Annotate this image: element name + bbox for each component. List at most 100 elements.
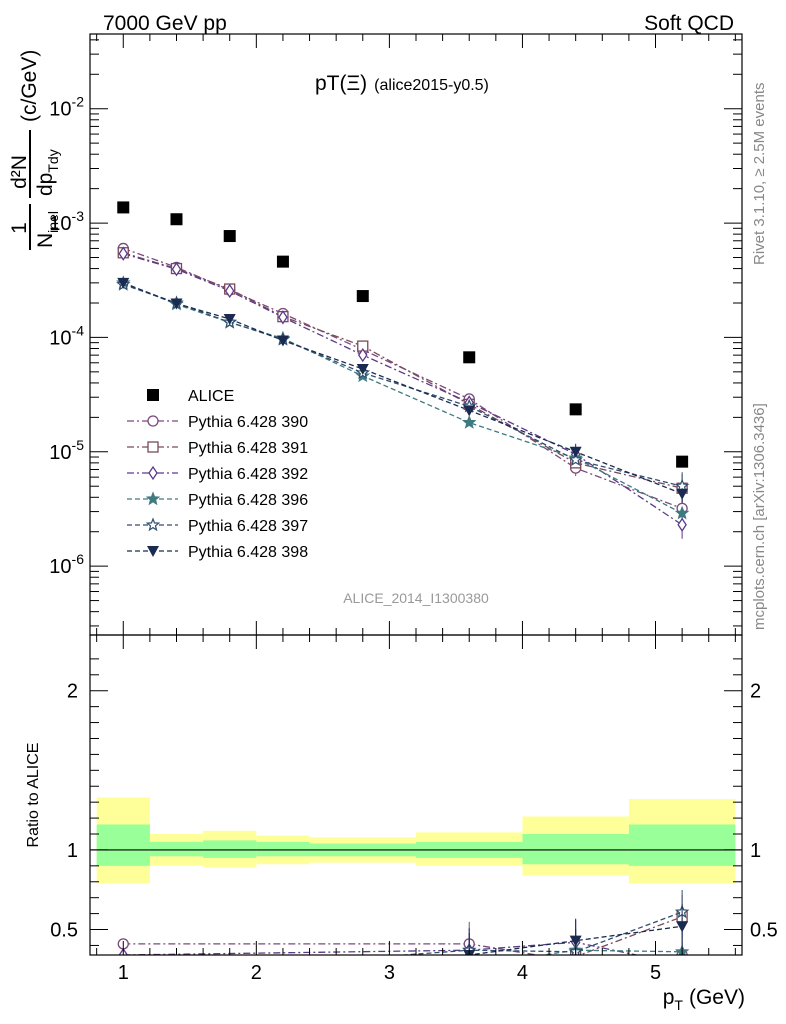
series-line	[123, 282, 683, 495]
ylabel-n: Ninel	[34, 211, 61, 248]
data-point	[569, 403, 582, 416]
data-point	[171, 262, 182, 277]
legend-entry: Pythia 6.428 390	[127, 414, 308, 431]
data-point	[674, 505, 690, 520]
series-line	[123, 252, 683, 489]
x-axis-label: pT (GeV)	[663, 986, 745, 1013]
data-point	[118, 246, 129, 261]
header-right-label: Soft QCD	[644, 12, 734, 35]
main-axes: 10-2 10-3 10-4 10-5 10-6	[49, 34, 742, 635]
ylabel-numerator: d²N	[8, 155, 31, 189]
data-point	[224, 283, 235, 299]
ylabel-dp: dpTdy	[34, 149, 61, 196]
ratio-axes: 1 2 3 4 5 0.5 0.5 1 1 2 2	[50, 635, 778, 984]
legend-marker	[145, 517, 161, 532]
legend-marker	[147, 389, 159, 401]
ratio-data-point	[464, 956, 474, 966]
legend-entry: Pythia 6.428 391	[127, 440, 308, 457]
series-line	[123, 282, 683, 514]
data-point	[356, 363, 369, 375]
data-point	[278, 310, 288, 325]
y-tick-label: 10-4	[49, 322, 84, 349]
data-point	[223, 230, 236, 243]
ratio-data-point	[464, 960, 475, 971]
ratio-series-line	[123, 941, 640, 955]
data-point	[463, 351, 476, 364]
legend-label: Pythia 6.428 398	[188, 544, 308, 561]
ratio-y-tick-label: 2	[67, 681, 78, 703]
ratio-data-point	[571, 956, 581, 966]
ratio-series-line	[395, 911, 683, 955]
ratio-band-green	[256, 841, 310, 857]
ratio-y-axis-label: Ratio to ALICE	[25, 743, 42, 848]
ylabel-one: 1	[8, 222, 31, 234]
main-series-lines	[123, 247, 683, 539]
data-point	[569, 446, 582, 458]
data-point	[356, 290, 369, 303]
x-tick-label: 3	[384, 962, 395, 984]
data-point	[461, 414, 477, 429]
legend-marker	[145, 491, 161, 506]
y-tick-label: 10-6	[49, 551, 84, 578]
ratio-plot-area	[90, 797, 742, 884]
y-tick-label: 10-5	[49, 437, 84, 464]
main-y-axis-label: 1 Ninel d²N dpTdy (c/GeV)	[8, 50, 61, 250]
data-point	[676, 488, 689, 500]
ratio-y-tick-label-right: 0.5	[750, 920, 778, 942]
ratio-series-lines	[117, 890, 690, 971]
legend-label: Pythia 6.428 390	[188, 414, 308, 431]
legend-entry: Pythia 6.428 397	[127, 517, 308, 535]
data-point	[676, 455, 689, 468]
ratio-series-group	[117, 890, 690, 971]
header-left-label: 7000 GeV pp	[103, 12, 227, 35]
ratio-y-tick-label: 0.5	[50, 920, 78, 942]
plot-title-main: pT(Ξ)	[315, 72, 367, 95]
ratio-y-tick-label: 1	[67, 840, 78, 862]
ratio-series-line	[539, 949, 683, 955]
data-point	[170, 213, 183, 226]
x-tick-label: 2	[251, 962, 262, 984]
ratio-band-green	[96, 824, 150, 866]
main-series-markers	[116, 201, 690, 532]
legend-label: Pythia 6.428 396	[188, 492, 308, 509]
x-tick-label: 5	[650, 962, 661, 984]
legend-label: Pythia 6.428 392	[188, 466, 308, 483]
ratio-data-point	[678, 959, 686, 971]
legend-entry: Pythia 6.428 392	[127, 465, 308, 483]
data-point	[677, 517, 687, 532]
legend-marker	[147, 415, 159, 427]
x-tick-label: 1	[118, 962, 129, 984]
legend-entry: Pythia 6.428 398	[127, 544, 308, 561]
plot-title: pT(Ξ) (alice2015-y0.5)	[315, 72, 489, 95]
data-point	[276, 335, 289, 347]
ratio-y-tick-label-right: 2	[750, 681, 761, 703]
legend-entry: ALICE	[147, 388, 234, 405]
ratio-band-green	[149, 841, 204, 857]
legend-label: Pythia 6.428 397	[188, 518, 308, 535]
ratio-data-point	[676, 921, 689, 933]
data-point	[463, 405, 476, 417]
data-point	[223, 313, 236, 325]
legend-label: Pythia 6.428 391	[188, 440, 308, 457]
analysis-watermark: ALICE_2014_I1300380	[343, 590, 489, 606]
ratio-band-green	[203, 840, 257, 858]
ratio-band-green	[628, 824, 736, 866]
legend-label: ALICE	[188, 388, 234, 405]
data-point	[170, 298, 183, 310]
data-point	[357, 347, 368, 363]
series-line	[123, 253, 683, 526]
x-tick-label: 4	[517, 962, 528, 984]
y-tick-label: 10-2	[49, 94, 84, 121]
ratio-band-green	[522, 834, 629, 865]
legend-entry: Pythia 6.428 396	[127, 491, 308, 509]
data-point	[568, 452, 583, 467]
data-point	[117, 277, 130, 289]
legend: ALICE Pythia 6.428 390 Pythia 6.428 391 Pyt…	[127, 388, 308, 561]
ratio-y-tick-label-right: 1	[750, 840, 761, 862]
data-point	[117, 201, 130, 214]
data-point	[276, 255, 289, 268]
legend-marker	[147, 546, 159, 557]
legend-marker	[147, 441, 159, 453]
ratio-plot-frame	[89, 634, 743, 956]
